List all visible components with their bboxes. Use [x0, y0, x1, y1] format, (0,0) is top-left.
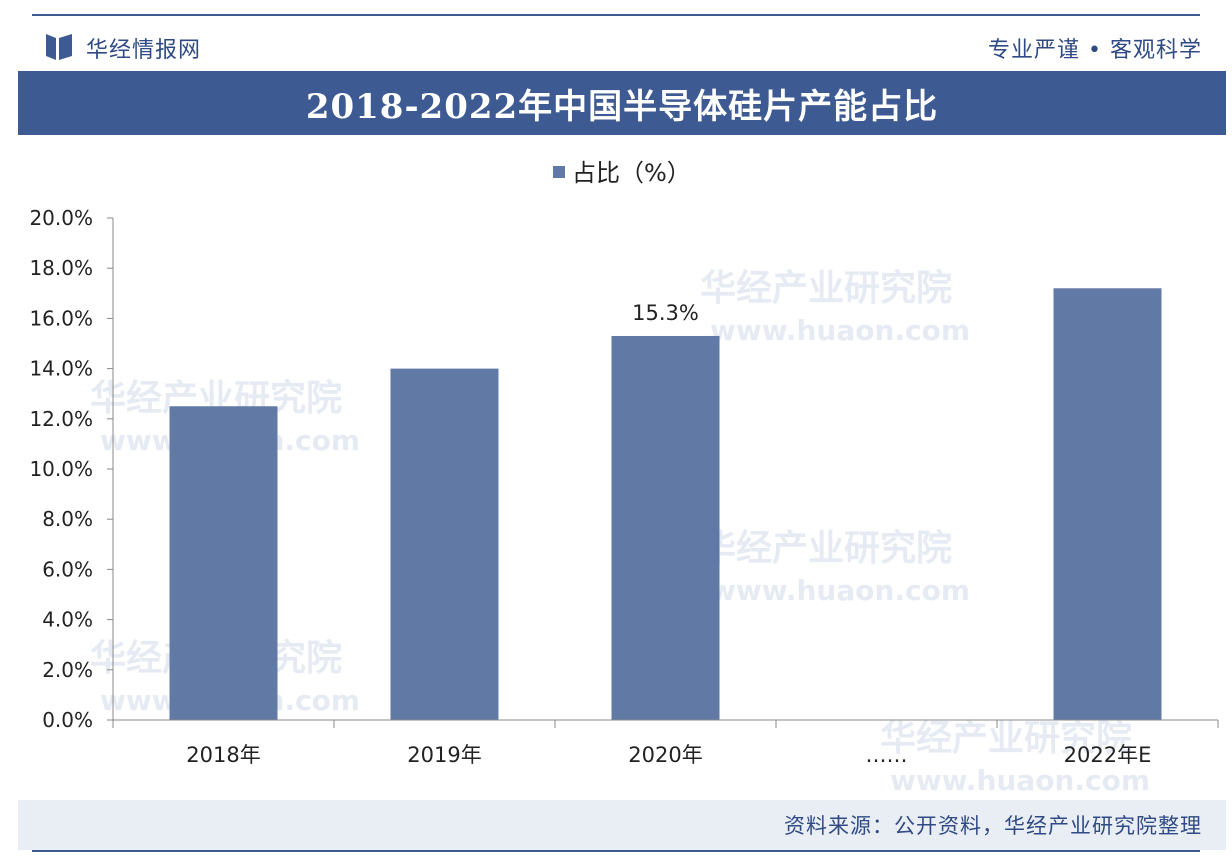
watermark-url: www.huaon.com [710, 314, 970, 347]
bar [1053, 288, 1162, 720]
legend: 占比（%） [553, 159, 691, 187]
watermark-url: www.huaon.com [890, 764, 1150, 797]
y-axis: 0.0% 2.0% 4.0% 6.0% 8.0% 10.0% 12.0% 14.0% 16.0%… [29, 206, 114, 732]
watermark-text: 华经产业研究院 [700, 528, 952, 569]
chart-title: 2018-2022年中国半导体硅片产能占比 [305, 86, 939, 127]
y-tick-label: 6.0% [42, 557, 93, 581]
x-tick-label: 2019年 [407, 743, 481, 767]
x-tick-label: 2022年E [1064, 743, 1152, 767]
y-tick-label: 14.0% [29, 357, 93, 381]
x-tick-label: …… [866, 743, 908, 767]
legend-swatch [553, 166, 565, 178]
x-axis: 2018年 2019年 2020年 …… 2022年E [112, 719, 1219, 767]
bottom-rule [32, 850, 1200, 852]
y-tick-label: 2.0% [42, 658, 93, 682]
top-rule [32, 14, 1200, 16]
footer: 资料来源：公开资料，华经产业研究院整理 [18, 800, 1226, 850]
data-label: 15.3% [632, 301, 699, 325]
header: 华经情报网 专业严谨 • 客观科学 [0, 20, 1232, 70]
y-tick-label: 0.0% [42, 708, 93, 732]
bar-chart: 华经产业研究院 www.huaon.com 华经产业研究院 www.huaon.com… [29, 159, 1219, 797]
y-tick-label: 8.0% [42, 507, 93, 531]
bar [390, 368, 499, 720]
bars: 15.3% [169, 288, 1162, 720]
brand-logo-icon [46, 34, 72, 60]
x-tick-label: 2018年 [186, 743, 260, 767]
watermark-text: 华经产业研究院 [880, 718, 1132, 759]
x-tick-label: 2020年 [628, 743, 702, 767]
bar [611, 335, 720, 720]
brand-name: 华经情报网 [86, 38, 202, 63]
chart-title-band: 2018-2022年中国半导体硅片产能占比 [18, 71, 1226, 135]
source-note: 资料来源：公开资料，华经产业研究院整理 [784, 814, 1202, 838]
y-tick-label: 16.0% [29, 306, 93, 330]
slogan: 专业严谨 • 客观科学 [988, 38, 1202, 63]
y-tick-label: 12.0% [29, 407, 93, 431]
y-tick-label: 20.0% [29, 206, 93, 230]
watermark-text: 华经产业研究院 [700, 268, 952, 309]
watermark-url: www.huaon.com [710, 574, 970, 607]
y-tick-label: 4.0% [42, 608, 93, 632]
bar [169, 406, 278, 720]
y-tick-label: 10.0% [29, 457, 93, 481]
y-tick-label: 18.0% [29, 256, 93, 280]
legend-label: 占比（%） [572, 159, 691, 187]
